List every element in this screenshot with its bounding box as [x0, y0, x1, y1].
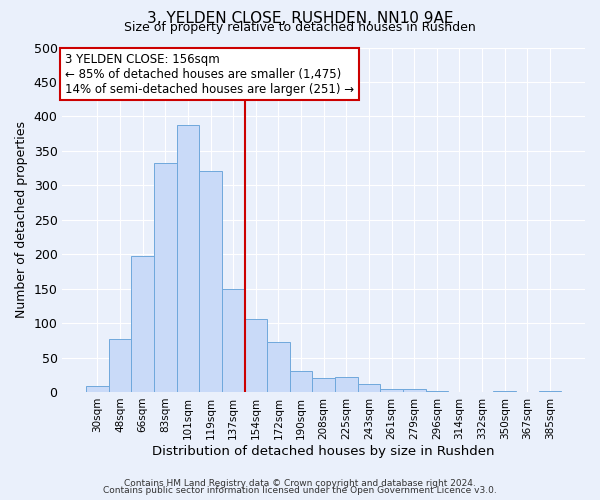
Bar	[154, 163, 176, 392]
Bar	[245, 319, 267, 392]
Bar	[313, 378, 335, 392]
Bar	[358, 384, 380, 392]
Text: 3 YELDEN CLOSE: 156sqm
← 85% of detached houses are smaller (1,475)
14% of semi-: 3 YELDEN CLOSE: 156sqm ← 85% of detached…	[65, 52, 354, 96]
Bar	[176, 124, 199, 392]
Bar	[199, 171, 222, 392]
Bar	[403, 389, 425, 392]
Text: 3, YELDEN CLOSE, RUSHDEN, NN10 9AE: 3, YELDEN CLOSE, RUSHDEN, NN10 9AE	[147, 11, 453, 26]
Bar	[109, 339, 131, 392]
Bar	[380, 388, 403, 392]
Text: Size of property relative to detached houses in Rushden: Size of property relative to detached ho…	[124, 21, 476, 34]
Bar	[335, 377, 358, 392]
Text: Contains public sector information licensed under the Open Government Licence v3: Contains public sector information licen…	[103, 486, 497, 495]
Bar	[267, 342, 290, 392]
Bar	[222, 288, 245, 392]
Text: Contains HM Land Registry data © Crown copyright and database right 2024.: Contains HM Land Registry data © Crown c…	[124, 478, 476, 488]
Bar	[425, 390, 448, 392]
Bar	[131, 256, 154, 392]
Bar	[290, 372, 313, 392]
X-axis label: Distribution of detached houses by size in Rushden: Distribution of detached houses by size …	[152, 444, 495, 458]
Bar	[539, 390, 561, 392]
Y-axis label: Number of detached properties: Number of detached properties	[15, 121, 28, 318]
Bar	[86, 386, 109, 392]
Bar	[493, 390, 516, 392]
